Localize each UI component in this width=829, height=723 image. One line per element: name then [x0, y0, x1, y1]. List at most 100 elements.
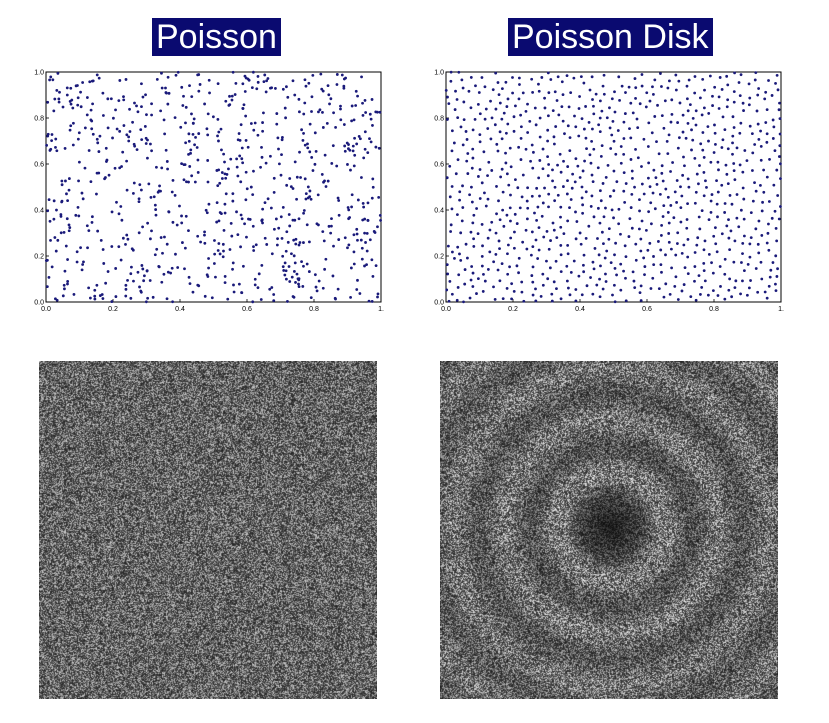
data-point: [96, 138, 99, 141]
data-point: [510, 165, 513, 168]
data-point: [347, 206, 350, 209]
data-point: [112, 117, 115, 120]
data-point: [477, 277, 480, 280]
data-point: [498, 279, 501, 282]
data-point: [687, 238, 690, 241]
data-point: [582, 264, 585, 267]
data-point: [640, 165, 643, 168]
data-point: [463, 283, 466, 286]
data-point: [208, 92, 211, 95]
data-point: [363, 265, 366, 268]
data-point: [319, 73, 322, 76]
data-point: [235, 157, 238, 160]
data-point: [546, 155, 549, 158]
data-point: [562, 120, 565, 123]
data-point: [663, 296, 666, 299]
data-point: [647, 177, 650, 180]
data-point: [183, 267, 186, 270]
data-point: [605, 176, 608, 179]
data-point: [131, 247, 134, 250]
data-point: [465, 130, 468, 133]
data-point: [280, 215, 283, 218]
data-point: [497, 199, 500, 202]
data-point: [357, 199, 360, 202]
data-point: [670, 98, 673, 101]
data-point: [541, 215, 544, 218]
data-point: [297, 283, 300, 286]
data-point: [60, 201, 63, 204]
data-point: [660, 271, 663, 274]
data-point: [111, 211, 114, 214]
data-point: [66, 280, 69, 283]
data-point: [534, 300, 537, 303]
data-point: [260, 298, 263, 301]
data-point: [189, 148, 192, 151]
data-point: [129, 297, 132, 300]
data-point: [538, 249, 541, 252]
data-point: [273, 228, 276, 231]
data-point: [171, 267, 174, 270]
data-point: [574, 125, 577, 128]
data-point: [546, 129, 549, 132]
data-point: [60, 180, 63, 183]
data-point: [225, 192, 228, 195]
data-point: [538, 90, 541, 93]
data-point: [57, 72, 60, 75]
data-point: [674, 74, 677, 77]
data-point: [758, 220, 761, 223]
data-point: [281, 255, 284, 258]
data-point: [660, 85, 663, 88]
data-point: [598, 253, 601, 256]
data-point: [551, 300, 554, 303]
data-point: [528, 120, 531, 123]
data-point: [669, 204, 672, 207]
data-point: [474, 118, 477, 121]
data-point: [535, 239, 538, 242]
data-point: [619, 263, 622, 266]
data-point: [727, 182, 730, 185]
data-point: [106, 97, 109, 100]
data-point: [70, 103, 73, 106]
data-point: [719, 265, 722, 268]
data-point: [364, 130, 367, 133]
data-point: [367, 202, 370, 205]
data-point: [651, 277, 654, 280]
data-point: [585, 137, 588, 140]
data-point: [469, 297, 472, 300]
data-point: [91, 80, 94, 83]
data-point: [90, 127, 93, 130]
data-point: [472, 157, 475, 160]
data-point: [138, 183, 141, 186]
data-point: [662, 215, 665, 218]
data-point: [703, 171, 706, 174]
data-point: [659, 72, 662, 75]
data-point: [574, 180, 577, 183]
data-point: [161, 252, 164, 255]
data-point: [547, 72, 550, 75]
data-point: [339, 108, 342, 111]
data-point: [733, 71, 736, 74]
data-point: [703, 194, 706, 197]
data-point: [614, 153, 617, 156]
data-point: [456, 299, 459, 302]
data-point: [638, 198, 641, 201]
data-point: [604, 207, 607, 210]
data-point: [731, 135, 734, 138]
data-point: [722, 138, 725, 141]
data-point: [760, 261, 763, 264]
data-point: [302, 265, 305, 268]
data-point: [155, 214, 158, 217]
data-point: [628, 235, 631, 238]
data-point: [707, 112, 710, 115]
data-point: [686, 85, 689, 88]
data-point: [114, 295, 117, 298]
data-point: [160, 281, 163, 284]
data-point: [344, 150, 347, 153]
data-point: [455, 172, 458, 175]
data-point: [184, 141, 187, 144]
data-point: [138, 200, 141, 203]
data-point: [701, 209, 704, 212]
data-point: [728, 248, 731, 251]
data-point: [625, 299, 628, 302]
data-point: [93, 298, 96, 301]
